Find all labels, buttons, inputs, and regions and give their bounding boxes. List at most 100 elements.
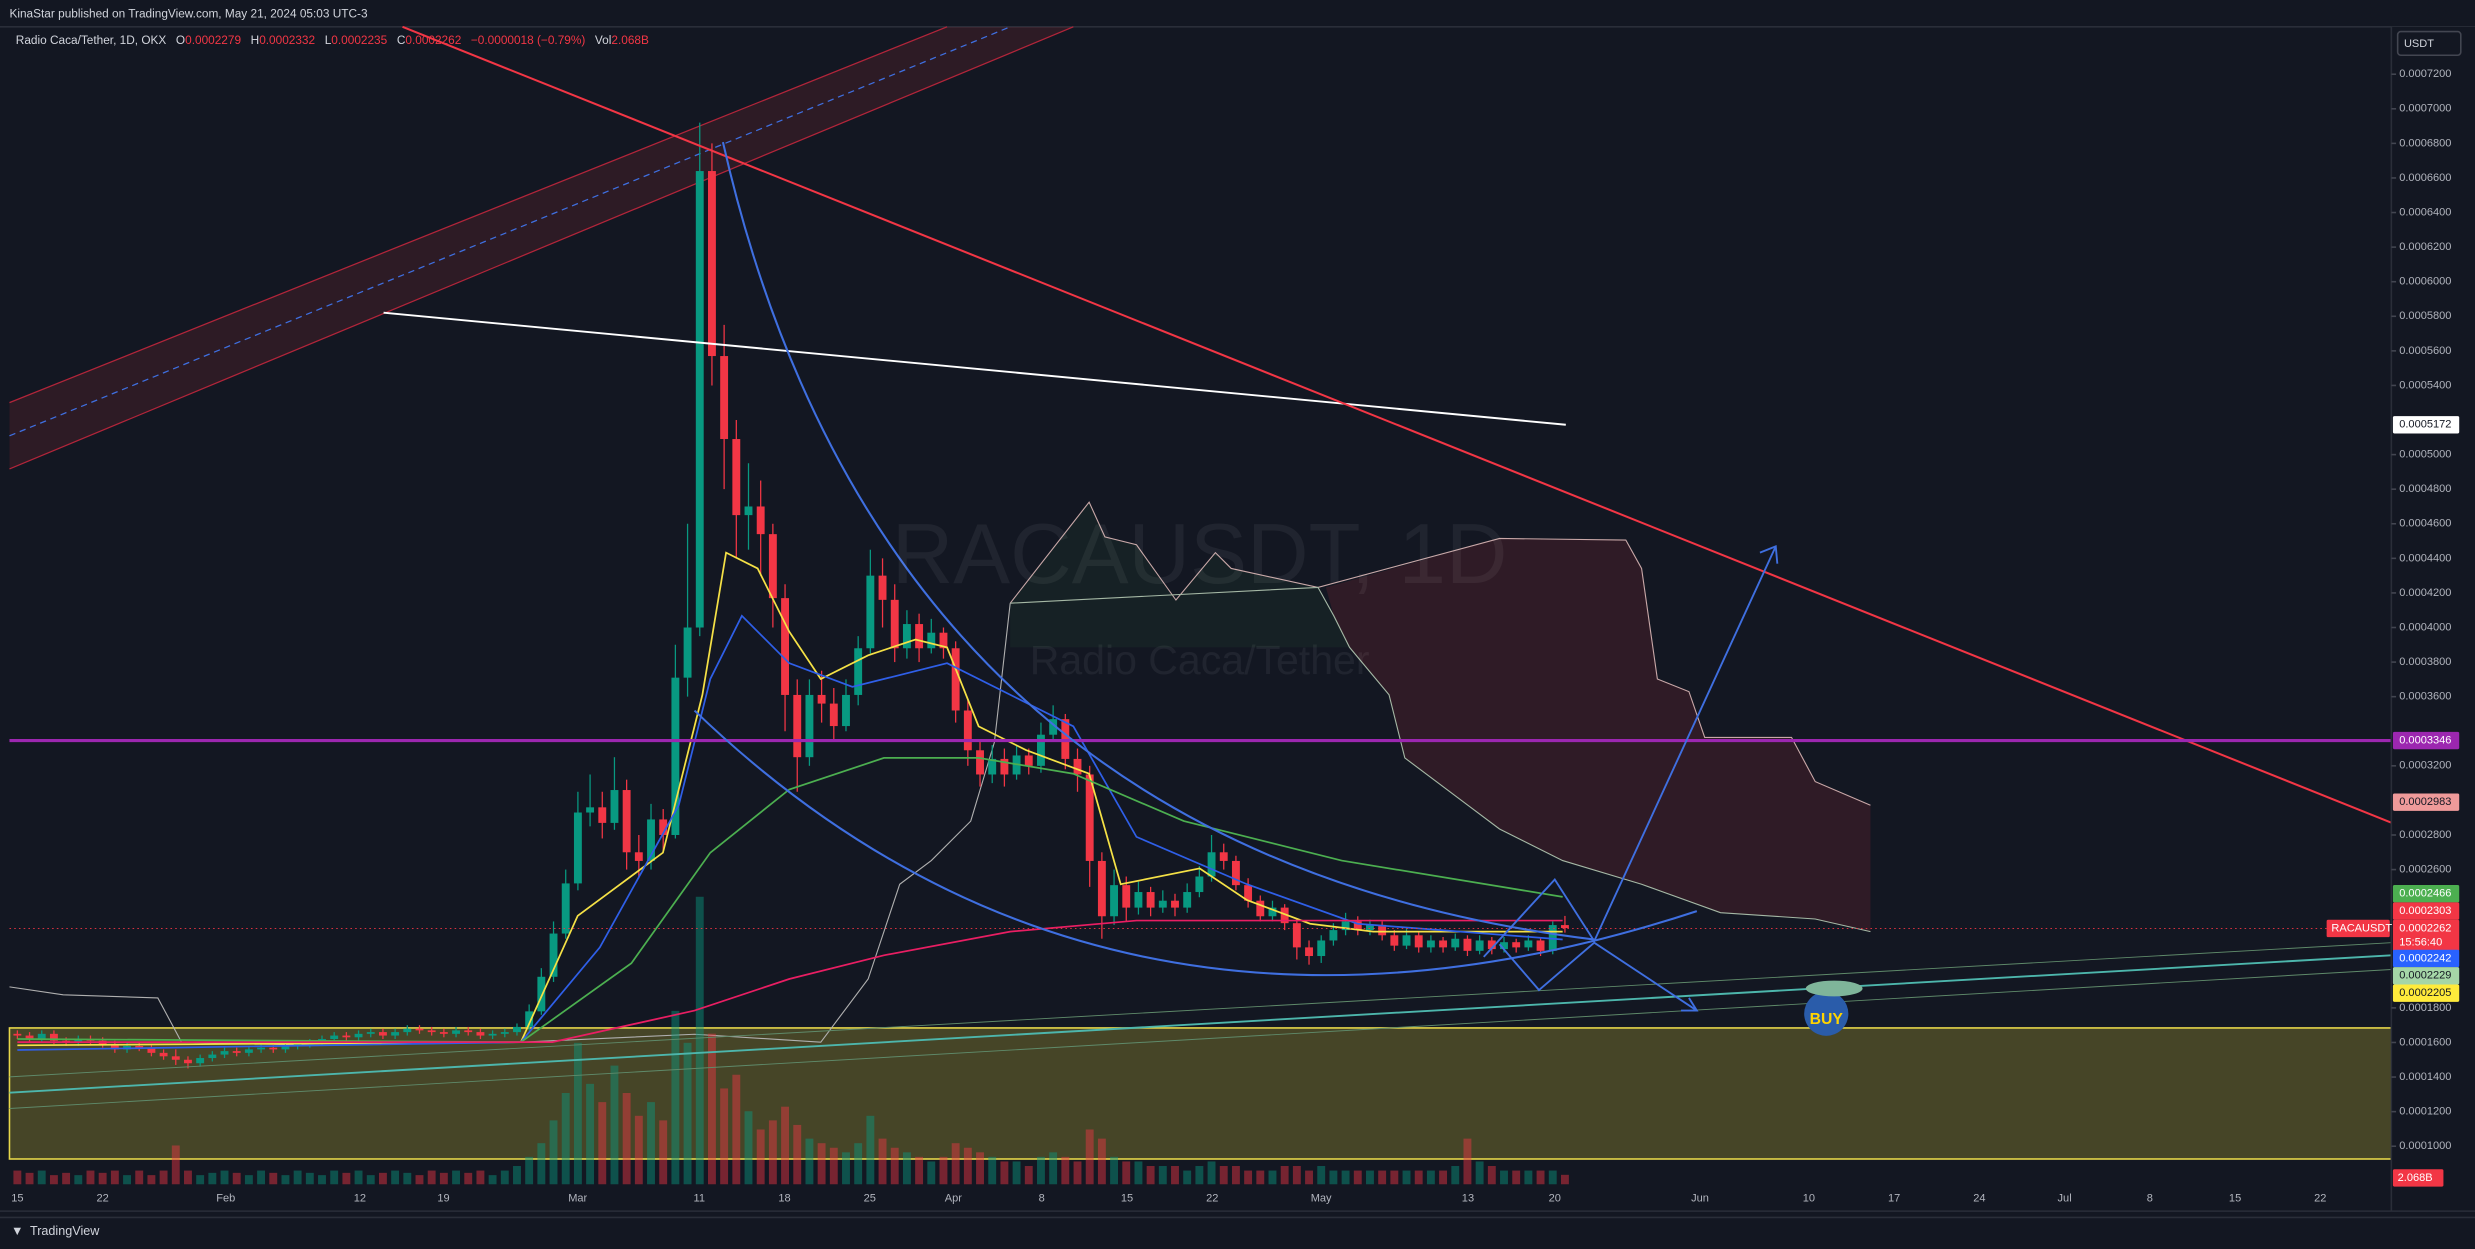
volume-bar (74, 1175, 83, 1185)
volume-bar (1500, 1170, 1508, 1185)
candle-body (208, 1054, 217, 1059)
price-badge (2392, 919, 2460, 952)
cloud-red (1325, 538, 1871, 932)
curve (693, 709, 1698, 977)
legend-vol: Vol (595, 33, 611, 47)
volume-bar (305, 1172, 314, 1185)
volume-bar (622, 1092, 631, 1185)
volume-bar (464, 1172, 473, 1185)
volume-badge-label: 2.068B (2398, 1172, 2433, 1184)
price-axis: USDT (2390, 26, 2475, 1212)
candle-body (622, 790, 631, 853)
volume-bar (610, 1065, 619, 1185)
volume-bar (1256, 1170, 1265, 1185)
candle-body (1451, 938, 1460, 948)
price-badge-label: 0.0002983 (2399, 796, 2451, 808)
volume-bar (1366, 1170, 1374, 1185)
volume-bar (378, 1172, 387, 1185)
legend-value: 2.068B (611, 33, 649, 47)
projection (1483, 545, 1777, 958)
volume-bar (1171, 1166, 1179, 1185)
candle-body (391, 1032, 400, 1036)
volume-bar (62, 1172, 71, 1185)
y-tick-label: 0.0006400 (2399, 206, 2451, 218)
volume-bar (1451, 1166, 1460, 1185)
legend-h: H (251, 33, 260, 47)
candle-body (1183, 892, 1192, 908)
candle-body (634, 852, 643, 861)
candle-body (37, 1033, 46, 1040)
y-tick-label: 0.0001000 (2399, 1140, 2451, 1152)
projection (1498, 941, 1698, 1012)
zones (8, 26, 2393, 1160)
volume-bar (86, 1170, 95, 1185)
x-tick-label: 22 (2314, 1192, 2326, 1204)
candle-body (330, 1035, 339, 1040)
y-tick-label: 0.0006200 (2399, 241, 2451, 253)
candle-body (561, 883, 570, 934)
volume-bar (573, 1042, 582, 1185)
candle-body (354, 1033, 363, 1038)
candle-body (1024, 755, 1033, 766)
volume-bar (439, 1172, 448, 1185)
volume-bar (1341, 1170, 1350, 1185)
volume-bar (1353, 1170, 1362, 1185)
candle-body (671, 677, 680, 835)
y-tick-label: 0.0002800 (2399, 829, 2451, 841)
candle-body (1049, 719, 1058, 735)
candle-body (1329, 930, 1338, 941)
volume-bar (598, 1102, 607, 1185)
legend-o: O (176, 33, 185, 47)
x-tick-label: 22 (96, 1192, 108, 1204)
y-tick-label: 0.0007200 (2399, 68, 2451, 80)
volume-bar (817, 1143, 826, 1185)
volume-bar (732, 1074, 741, 1185)
volume-bar (1000, 1161, 1009, 1185)
trend-line-green (9, 969, 2392, 1109)
x-tick-label: 18 (778, 1192, 790, 1204)
volume-bar (49, 1175, 58, 1185)
volume-bar (866, 1115, 875, 1185)
legend-value: 0.0002332 (259, 33, 315, 47)
y-tick-label: 0.0001600 (2399, 1036, 2451, 1048)
candle-body (1560, 925, 1569, 929)
candle-body (1378, 924, 1387, 936)
candle-body (756, 506, 765, 535)
candle-body (854, 648, 863, 695)
volume-badge (2392, 1169, 2444, 1187)
y-tick-label: 0.0002600 (2399, 863, 2451, 875)
candle-body (1292, 923, 1301, 948)
candle-body (598, 807, 607, 823)
volume-bar (1012, 1161, 1021, 1185)
volume-bar (744, 1111, 753, 1185)
candle-body (817, 694, 826, 704)
candle-body (1366, 924, 1374, 931)
volume-bar (244, 1175, 253, 1185)
volume-bar (342, 1172, 351, 1185)
volume-bar (1329, 1170, 1338, 1185)
volume-bar (220, 1170, 229, 1185)
y-tick-label: 0.0003800 (2399, 656, 2451, 668)
y-tick-label: 0.0005000 (2399, 449, 2451, 461)
candle-body (476, 1032, 485, 1036)
volume-bar (1317, 1166, 1326, 1185)
trend-line-red (402, 25, 2392, 824)
x-tick-label: 24 (1973, 1192, 1985, 1204)
currency-button[interactable] (2396, 30, 2462, 57)
candle-body (1207, 852, 1216, 877)
volume-bar (1037, 1156, 1045, 1185)
volume-bar (951, 1143, 960, 1185)
x-tick-label: 20 (1549, 1192, 1561, 1204)
volume-bar (1548, 1170, 1557, 1185)
candle-body (1244, 885, 1253, 901)
ema-long (17, 757, 1563, 1044)
volume-bar (1402, 1170, 1411, 1185)
y-tick-label: 0.0006600 (2399, 172, 2451, 184)
cloud-span-a (1009, 501, 1871, 806)
volume-bar (647, 1102, 655, 1185)
volume-bar (232, 1172, 241, 1185)
candle-body (1280, 907, 1289, 924)
y-tick-label: 0.0004000 (2399, 621, 2451, 633)
volume-bar (1244, 1170, 1253, 1185)
watermark-name: Radio Caca/Tether (1030, 637, 1370, 683)
